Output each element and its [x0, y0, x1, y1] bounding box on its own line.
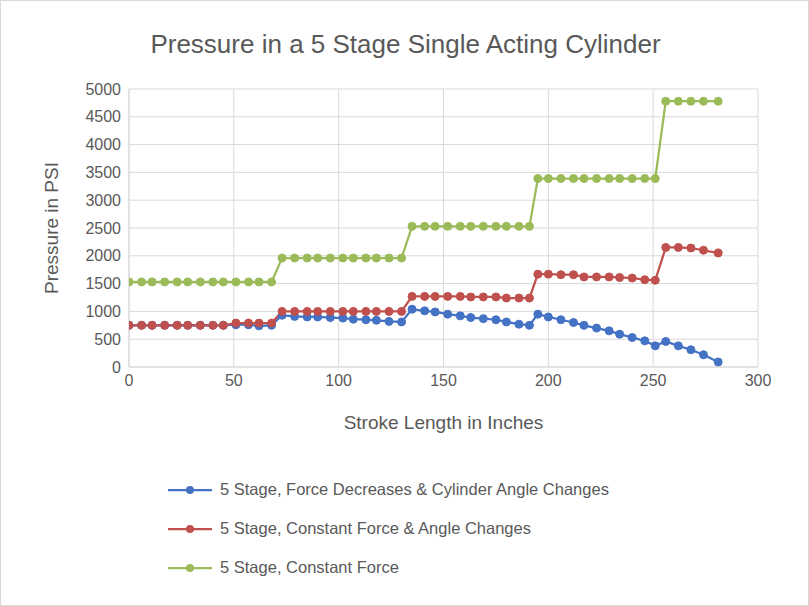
svg-text:3000: 3000 [85, 192, 121, 209]
html-text:Pressure in a 5 Stage Single A: Pressure in a 5 Stage Single Acting Cyli… [150, 29, 661, 59]
svg-text:250: 250 [640, 372, 667, 389]
svg-text:5000: 5000 [85, 81, 121, 98]
svg-text:2000: 2000 [85, 247, 121, 264]
svg-text:500: 500 [94, 331, 121, 348]
svg-text:3500: 3500 [85, 164, 121, 181]
svg-text:Stroke Length in Inches: Stroke Length in Inches [344, 412, 544, 433]
svg-text:300: 300 [745, 372, 772, 389]
svg-text:1000: 1000 [85, 303, 121, 320]
svg-text:100: 100 [325, 372, 352, 389]
svg-text:50: 50 [225, 372, 243, 389]
svg-text:1500: 1500 [85, 275, 121, 292]
html-text:5 Stage, Force Decreases & Cyl: 5 Stage, Force Decreases & Cylinder Angl… [220, 480, 609, 498]
svg-text:0: 0 [112, 359, 121, 376]
svg-text:Pressure in PSI: Pressure in PSI [41, 162, 62, 294]
svg-text:200: 200 [535, 372, 562, 389]
svg-text:2500: 2500 [85, 220, 121, 237]
svg-text:0: 0 [125, 372, 134, 389]
html-text:5 Stage, Constant Force & Angl: 5 Stage, Constant Force & Angle Changes [220, 519, 531, 537]
html-text:5 Stage, Constant Force: 5 Stage, Constant Force [220, 558, 399, 576]
svg-text:4500: 4500 [85, 108, 121, 125]
svg-text:150: 150 [430, 372, 457, 389]
svg-text:4000: 4000 [85, 136, 121, 153]
